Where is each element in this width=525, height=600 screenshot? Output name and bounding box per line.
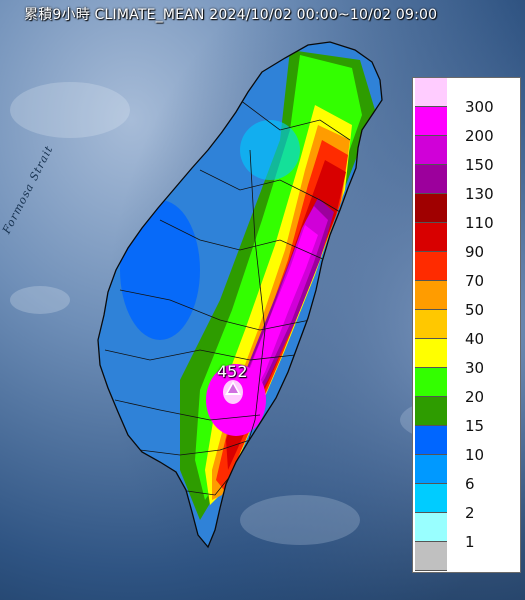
legend-swatch [415, 252, 447, 281]
legend-swatch [415, 455, 447, 484]
legend-row: 130 [413, 165, 520, 203]
rain-zone-200 [237, 225, 318, 410]
taiwan-coastline [97, 41, 383, 549]
legend-label: 90 [465, 243, 485, 261]
legend-swatch [415, 281, 447, 310]
legend-swatch [415, 368, 447, 397]
legend-label: 1 [465, 533, 475, 551]
legend-swatch [415, 513, 447, 542]
legend-swatch [415, 397, 447, 426]
legend-swatch [415, 165, 447, 194]
legend-row: 200 [413, 107, 520, 145]
legend-swatch [415, 426, 447, 455]
legend-label: 70 [465, 272, 485, 290]
map-title: 累積9小時 CLIMATE_MEAN 2024/10/02 00:00~10/0… [24, 7, 438, 23]
legend-swatch [415, 136, 447, 165]
legend-row: 1 [413, 513, 520, 551]
legend-swatch [415, 223, 447, 252]
legend-swatch [415, 78, 447, 107]
max-triangle-icon [225, 381, 241, 395]
legend-label: 300 [465, 98, 494, 116]
legend-label: 150 [465, 156, 494, 174]
taiwan-island [98, 42, 382, 547]
legend-swatch [415, 542, 447, 571]
legend-label: 2 [465, 504, 475, 522]
legend-label: 10 [465, 446, 485, 464]
legend-label: 200 [465, 127, 494, 145]
legend-row: 20 [413, 368, 520, 406]
max-value-label: 452 [217, 362, 248, 381]
legend-label: 20 [465, 388, 485, 406]
legend-swatch [415, 107, 447, 136]
legend-swatch [415, 194, 447, 223]
legend-row: 10 [413, 426, 520, 464]
legend-label: 50 [465, 301, 485, 319]
legend-row: 2 [413, 484, 520, 522]
legend-row: 50 [413, 281, 520, 319]
legend-row: 300 [413, 78, 520, 116]
legend-label: 30 [465, 359, 485, 377]
legend-row: 90 [413, 223, 520, 261]
legend-label: 6 [465, 475, 475, 493]
legend-swatch [415, 484, 447, 513]
legend-swatch [415, 310, 447, 339]
legend-row: 70 [413, 252, 520, 290]
legend-label: 40 [465, 330, 485, 348]
rain-zone-10-west [120, 200, 200, 340]
legend-row [413, 542, 520, 571]
legend-label: 110 [465, 214, 494, 232]
color-legend: 300 200 150 130 110 90 70 50 40 30 20 15 10 6 2 1 [412, 77, 521, 573]
legend-row: 150 [413, 136, 520, 174]
legend-label: 15 [465, 417, 485, 435]
legend-row: 6 [413, 455, 520, 493]
rain-zone-6-north [240, 120, 300, 180]
legend-label: 130 [465, 185, 494, 203]
legend-row: 30 [413, 339, 520, 377]
legend-row: 15 [413, 397, 520, 435]
legend-swatch [415, 339, 447, 368]
legend-row: 110 [413, 194, 520, 232]
legend-row: 40 [413, 310, 520, 348]
